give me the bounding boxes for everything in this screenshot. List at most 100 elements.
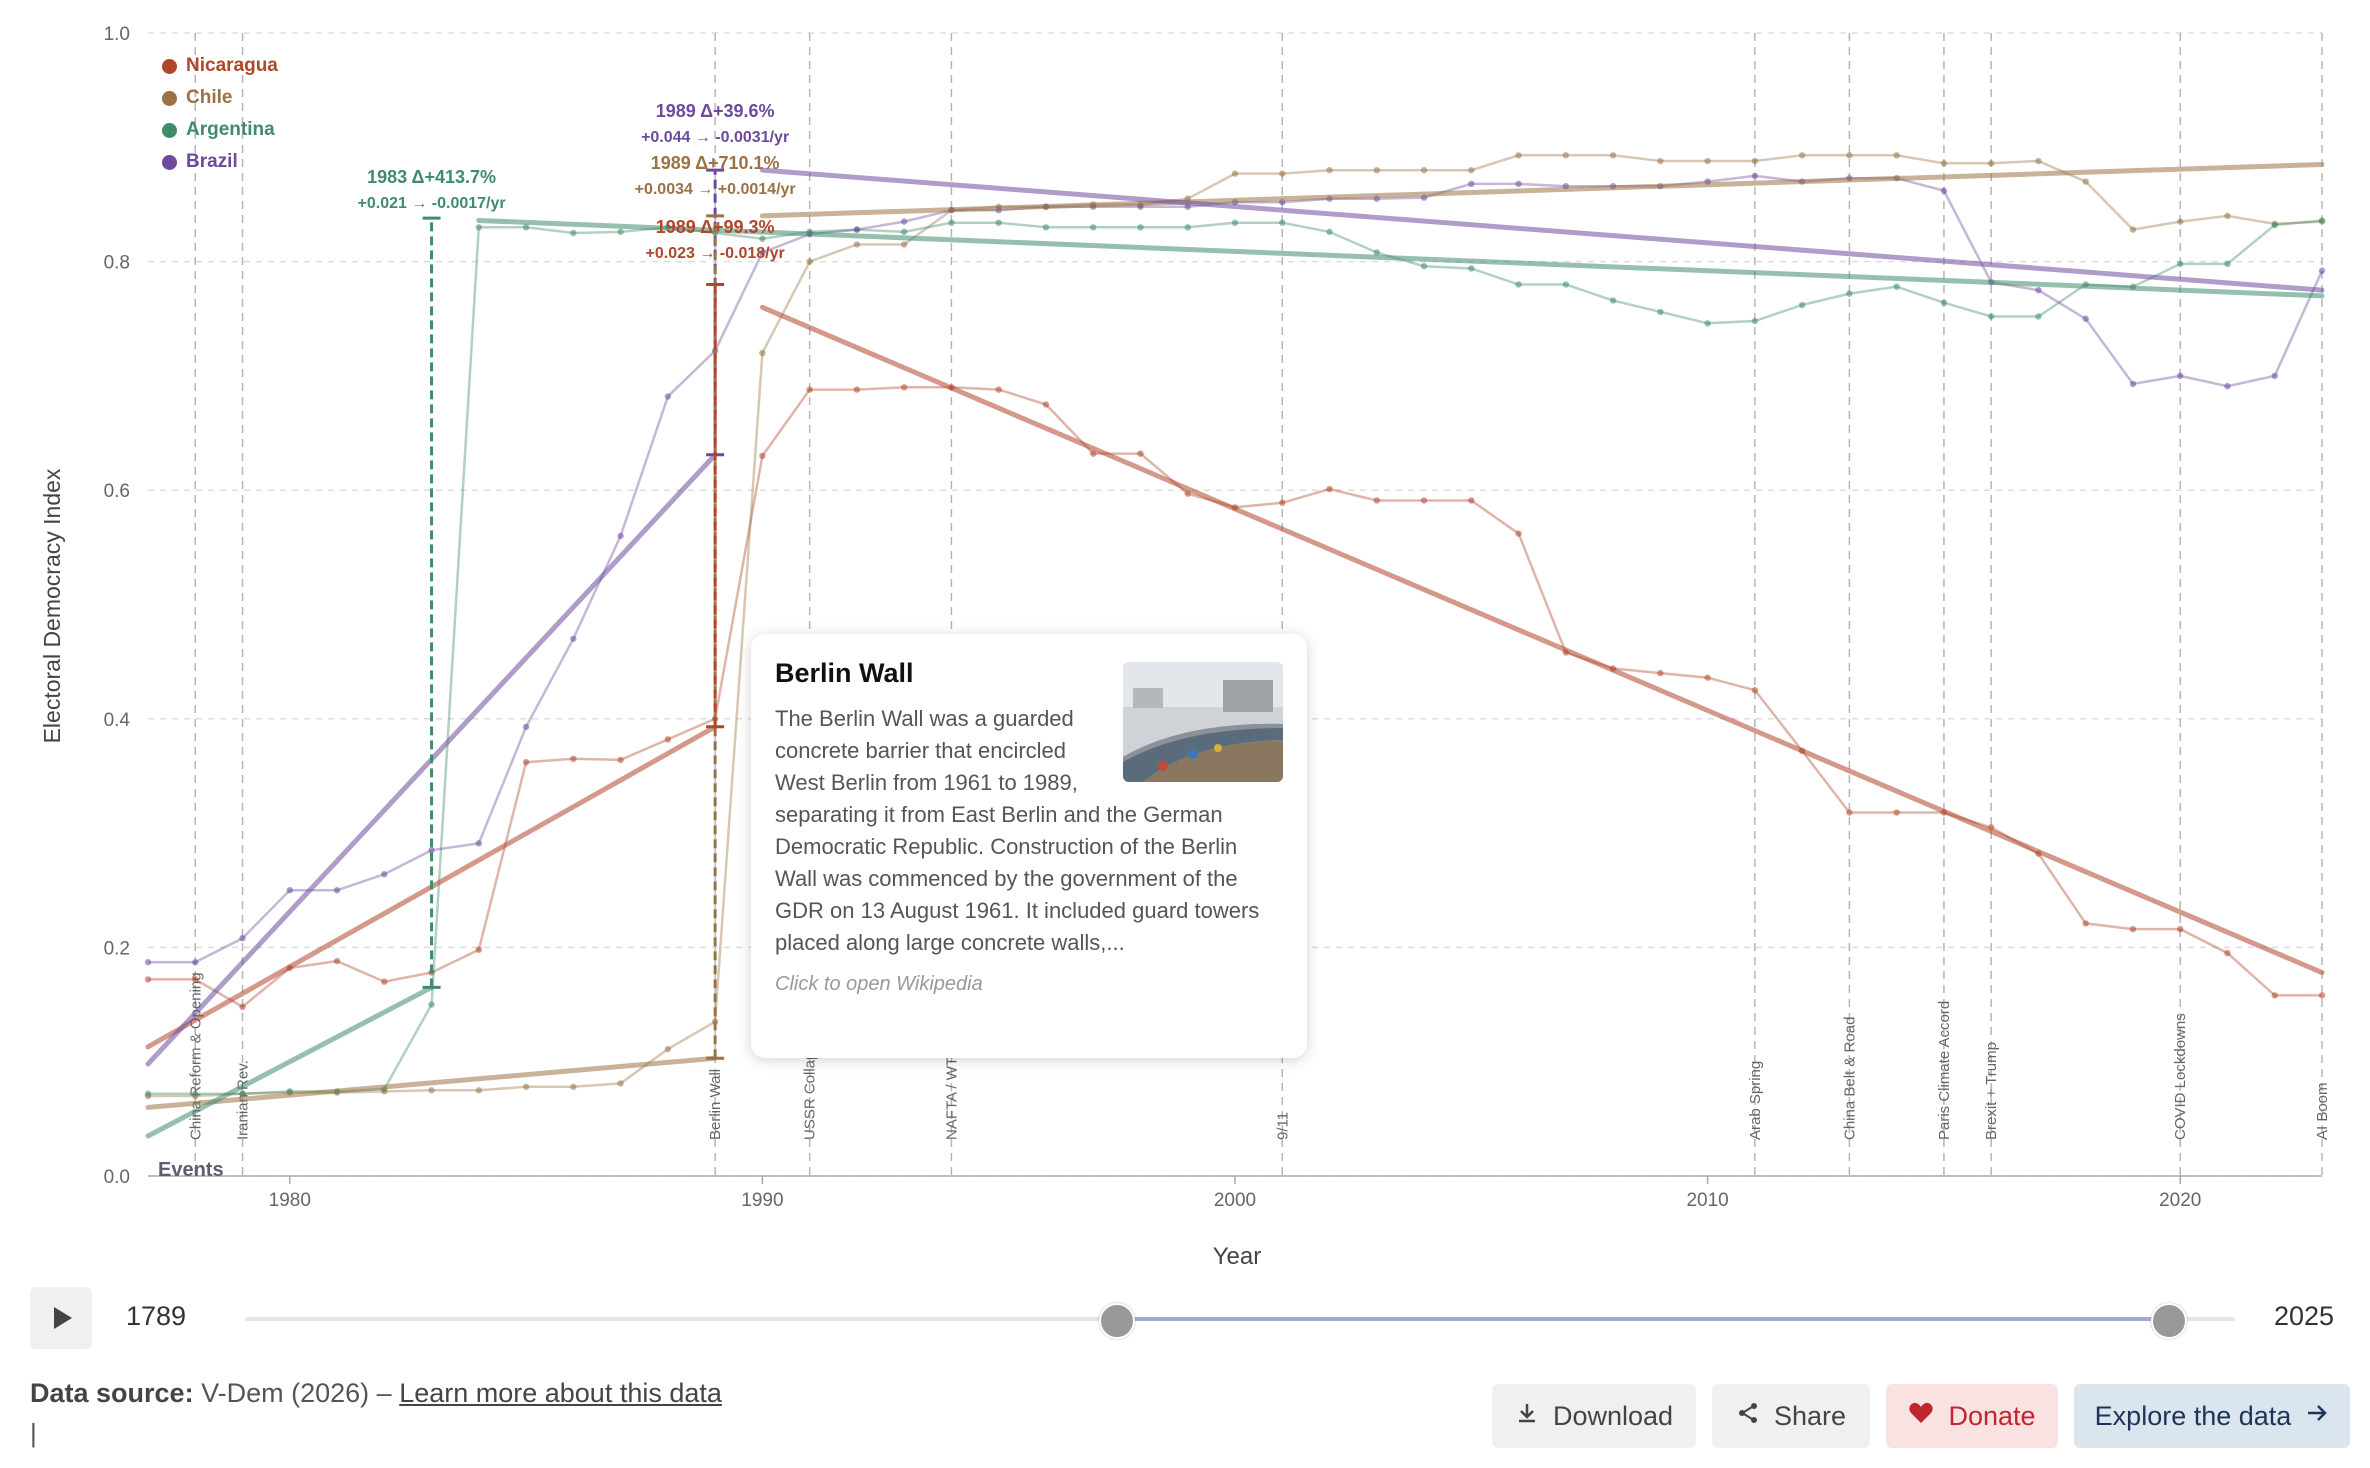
data-point (570, 755, 577, 763)
data-point (1468, 166, 1475, 174)
trend-line-argentina (476, 217, 2325, 299)
data-point (1940, 187, 1948, 194)
data-point (1231, 219, 1239, 226)
data-point (995, 386, 1002, 393)
data-point (1751, 172, 1759, 180)
data-point (1515, 530, 1522, 537)
data-point (522, 759, 530, 766)
share-button[interactable]: Share (1712, 1384, 1870, 1448)
data-point (1373, 249, 1380, 256)
data-point (1562, 281, 1570, 288)
data-point (2318, 267, 2326, 274)
data-point (2035, 157, 2042, 165)
timeline-start-handle[interactable] (1098, 1303, 1135, 1339)
data-point (1562, 152, 1570, 159)
legend-item-chile[interactable]: Chile (162, 82, 278, 114)
play-icon (54, 1307, 72, 1329)
data-point (1279, 219, 1286, 226)
data-point (1420, 262, 1428, 270)
data-point (428, 1087, 435, 1094)
data-point (1846, 152, 1853, 159)
data-point (853, 386, 861, 393)
data-point (1751, 317, 1759, 325)
events-label: Events (158, 1159, 224, 1181)
data-point (570, 229, 577, 237)
timeline-end-year: 2025 (2274, 1301, 2335, 1331)
event-label: Paris Climate Accord (1936, 1001, 1953, 1140)
break-annotations: 1983 Δ+413.7% +0.021 → -0.0017/yr 1989 Δ+3… (358, 101, 796, 1060)
data-point (2271, 372, 2278, 380)
data-point (1231, 170, 1239, 177)
data-point (1893, 283, 1900, 290)
event-label: AI Boom (2314, 1082, 2331, 1140)
data-point (428, 1001, 435, 1008)
legend-dot (162, 122, 177, 138)
tooltip-title: Berlin Wall (775, 658, 914, 688)
data-point (2035, 286, 2042, 294)
source-text: V-Dem (2026) – (201, 1378, 392, 1408)
donate-button[interactable]: Donate (1886, 1384, 2058, 1448)
y-tick-label: 0.0 (104, 1167, 130, 1188)
trend-line-brazil (759, 167, 2325, 293)
data-point (617, 1080, 624, 1087)
legend-item-nicaragua[interactable]: Nicaragua (162, 50, 278, 82)
x-tick-label: 2020 (2159, 1190, 2201, 1211)
timeline-controls: 1789 2025 (30, 1287, 2360, 1351)
tooltip-hint: Click to open Wikipedia (775, 973, 983, 995)
data-point (1137, 450, 1144, 457)
data-point (1657, 669, 1664, 677)
download-label: Download (1552, 1400, 1674, 1431)
data-point (617, 532, 624, 540)
data-point (428, 847, 435, 854)
data-point (2129, 380, 2137, 388)
event-label: NAFTA / WT (943, 1057, 960, 1140)
data-point (1279, 170, 1286, 177)
data-point (2035, 313, 2042, 320)
legend-item-argentina[interactable]: Argentina (162, 114, 278, 146)
data-point (664, 393, 672, 400)
legend-label: Brazil (186, 151, 238, 172)
tooltip-body: The Berlin Wall was a guarded concrete b… (775, 706, 1260, 955)
data-point (239, 1090, 246, 1097)
break-sublabel: +0.023 → -0.018/yr (646, 245, 785, 262)
timeline-end-handle[interactable] (2151, 1303, 2188, 1339)
data-point (144, 976, 152, 983)
data-point (900, 218, 908, 225)
learn-more-link[interactable]: Learn more about this data (399, 1378, 722, 1408)
y-tick-label: 0.2 (104, 938, 130, 959)
data-point (853, 241, 861, 248)
data-point (1042, 224, 1050, 231)
data-point (2129, 925, 2137, 933)
event-tooltip[interactable]: Berlin Wall The Berlin Wall was a guarde… (751, 634, 1307, 1058)
data-point (475, 1087, 483, 1094)
data-point (2082, 178, 2089, 185)
heart-icon (1908, 1401, 1934, 1432)
legend-label: Argentina (186, 119, 275, 140)
data-point (617, 756, 624, 764)
text-caret: | (30, 1418, 37, 1448)
data-point (1468, 497, 1475, 504)
legend-item-brazil[interactable]: Brazil (162, 146, 278, 178)
share-icon (1736, 1401, 1760, 1432)
data-point (2224, 212, 2231, 220)
data-point (900, 241, 908, 248)
source-label: Data source: (30, 1378, 194, 1408)
data-point (1090, 224, 1097, 231)
play-button[interactable] (30, 1287, 92, 1349)
data-point (286, 887, 293, 894)
data-point (617, 228, 624, 236)
break-label: 1989 Δ+710.1% (651, 153, 780, 173)
legend-dot (162, 154, 177, 170)
explore-data-button[interactable]: Explore the data (2074, 1384, 2350, 1448)
break-sublabel: +0.044 → -0.0031/yr (641, 129, 789, 146)
download-button[interactable]: Download (1492, 1384, 1696, 1448)
data-point (995, 219, 1002, 226)
data-point (664, 736, 672, 743)
x-tick-label: 1990 (741, 1190, 783, 1211)
data-point (900, 228, 908, 236)
explore-label: Explore the data (2094, 1400, 2292, 1431)
data-point (144, 959, 152, 966)
data-point (1657, 308, 1664, 316)
data-point (2082, 920, 2089, 927)
data-point (1420, 497, 1428, 504)
